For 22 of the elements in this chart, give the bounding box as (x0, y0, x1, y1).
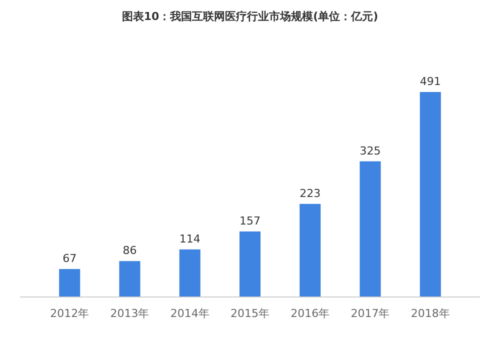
bar (119, 261, 140, 297)
bar (179, 249, 200, 297)
data-label: 157 (240, 214, 260, 228)
data-label: 86 (122, 244, 137, 258)
bar (420, 92, 441, 297)
data-label: 67 (62, 252, 77, 266)
bar (59, 269, 80, 297)
bar (360, 161, 381, 297)
x-tick-label: 2013年 (110, 307, 150, 320)
x-tick-label: 2017年 (350, 307, 390, 320)
x-tick-label: 2014年 (170, 307, 210, 320)
data-label: 223 (300, 186, 321, 200)
bar (239, 231, 261, 297)
x-tick-label: 2016年 (290, 307, 330, 320)
data-label: 114 (179, 232, 200, 246)
x-tick-label: 2018年 (410, 307, 450, 320)
data-label: 491 (420, 75, 441, 88)
x-tick-label: 2012年 (50, 307, 90, 320)
x-tick-label: 2015年 (230, 307, 270, 320)
bar (300, 204, 321, 297)
chart-title: 图表10：我国互联网医疗行业市场规模(单位：亿元) (122, 10, 378, 23)
data-label: 325 (360, 144, 381, 158)
